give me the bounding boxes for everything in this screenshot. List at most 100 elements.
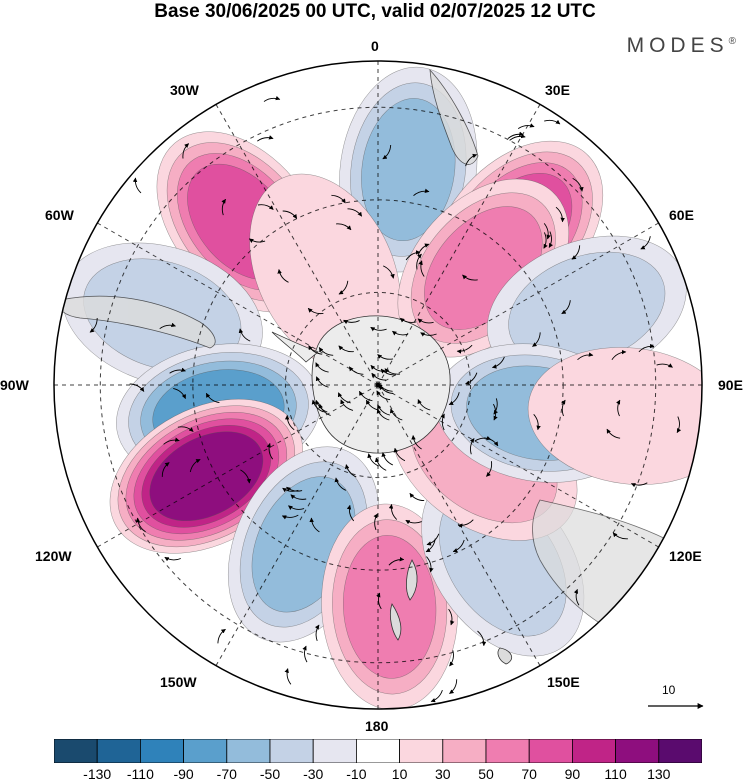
wind-vector: [638, 343, 655, 353]
colorbar-tick-label: -130: [83, 766, 112, 782]
wind-vector: [311, 399, 324, 413]
wind-vector: [417, 399, 431, 411]
pole-marker: [375, 382, 381, 388]
new-zealand-north: [390, 603, 402, 641]
new-zealand-south: [406, 559, 418, 601]
wind-vector: [374, 457, 387, 471]
wind-vector: [449, 679, 458, 694]
wind-vector: [308, 345, 323, 355]
wind-vector: [388, 556, 405, 566]
wind-vector: [640, 236, 651, 250]
wind-vector: [452, 539, 465, 553]
colorbar-tick-label: 10: [391, 766, 408, 782]
colorbar-swatch: [355, 739, 400, 763]
wind-vector: [388, 504, 398, 520]
positive-anomaly-center: [321, 503, 458, 709]
brand-text: MODES: [626, 34, 729, 57]
wind-vector: [240, 469, 252, 484]
lon-label-120w: 120W: [35, 548, 72, 564]
colorbar-swatch: [615, 739, 660, 763]
wind-vector: [318, 347, 334, 356]
wind-vector: [491, 356, 505, 369]
wind-vector: [164, 556, 181, 562]
meridian-line: [97, 222, 379, 386]
lon-label-90e: 90E: [718, 377, 743, 393]
colorbar-tick-label: 50: [478, 766, 494, 782]
lon-label-180: 180: [365, 718, 389, 734]
wind-vector: [238, 328, 251, 342]
antarctic-peninsula: [271, 331, 319, 363]
wind-vector: [373, 513, 378, 531]
colorbar-tick-label: -70: [216, 766, 237, 782]
wind-vector: [318, 403, 331, 416]
wind-vector: [477, 630, 487, 647]
wind-vector: [302, 645, 308, 663]
wind-vector: [486, 461, 493, 477]
wind-vector: [221, 198, 226, 216]
wind-vector: [413, 188, 430, 196]
wind-vector: [309, 517, 320, 533]
wind-vector: [169, 367, 186, 374]
lon-label-60e: 60E: [669, 207, 694, 223]
wind-vector: [417, 318, 434, 324]
wind-vector: [561, 300, 571, 315]
wind-vector: [411, 435, 422, 450]
wind-vector: [392, 330, 409, 336]
wind-vector: [161, 462, 170, 477]
lon-label-120e: 120E: [669, 548, 702, 564]
colorbar-tick-label: 130: [647, 766, 671, 782]
wind-vector: [376, 592, 382, 610]
wind-vector: [337, 392, 351, 404]
colorbar-tick-label: 70: [521, 766, 537, 782]
lon-label-150w: 150W: [160, 674, 197, 690]
wind-vector: [135, 517, 146, 533]
wind-vector: [266, 442, 274, 460]
wind-vector: [430, 689, 443, 703]
wind-vector: [315, 376, 329, 388]
wind-vector: [399, 317, 417, 323]
colorbar-tick-label: 110: [604, 766, 627, 782]
wind-vector: [288, 505, 305, 510]
colorbar-tick-label: -30: [303, 766, 324, 782]
wind-vector: [343, 319, 360, 325]
wind-vector: [571, 245, 581, 260]
wind-vector: [615, 399, 621, 417]
colorbar-swatch: [96, 739, 141, 763]
wind-vector: [555, 206, 565, 223]
wind-vector: [132, 177, 142, 194]
anomaly-field: [61, 66, 702, 709]
colorbar-tick-label: 90: [564, 766, 581, 782]
wind-vector: [248, 238, 266, 243]
wind-vector: [449, 650, 454, 667]
colorbar-swatch: [485, 739, 530, 763]
colorbar-swatch: [183, 739, 228, 763]
wind-vector: [331, 194, 346, 204]
wind-vector: [448, 608, 455, 626]
wind-vector: [217, 628, 226, 644]
wind-vector: [371, 372, 387, 381]
wind-vector: [532, 332, 541, 347]
colorbar-swatch: [226, 739, 271, 763]
map-title: Base 30/06/2025 00 UTC, valid 02/07/2025…: [154, 1, 596, 22]
colorbar-tick-label: -50: [259, 766, 281, 782]
colorbar-swatch: [658, 739, 702, 763]
wind-vector: [456, 344, 473, 354]
wind-vector: [307, 307, 324, 315]
wind-vector: [346, 504, 355, 522]
wind-vector: [282, 210, 298, 219]
wind-vector: [377, 404, 390, 416]
wind-vector: [493, 403, 498, 421]
meridian-line: [377, 222, 659, 386]
wind-vector: [257, 204, 274, 210]
reference-vector-label: 10: [662, 683, 676, 697]
map-border: [53, 60, 703, 710]
colorbar-swatch: [442, 739, 487, 763]
wind-vector: [561, 399, 566, 417]
wind-vector: [611, 349, 627, 360]
wind-vector: [290, 494, 307, 500]
wind-vector: [448, 392, 460, 406]
wind-vector: [606, 428, 621, 439]
wind-vector: [182, 143, 190, 159]
wind-vector: [393, 447, 406, 462]
